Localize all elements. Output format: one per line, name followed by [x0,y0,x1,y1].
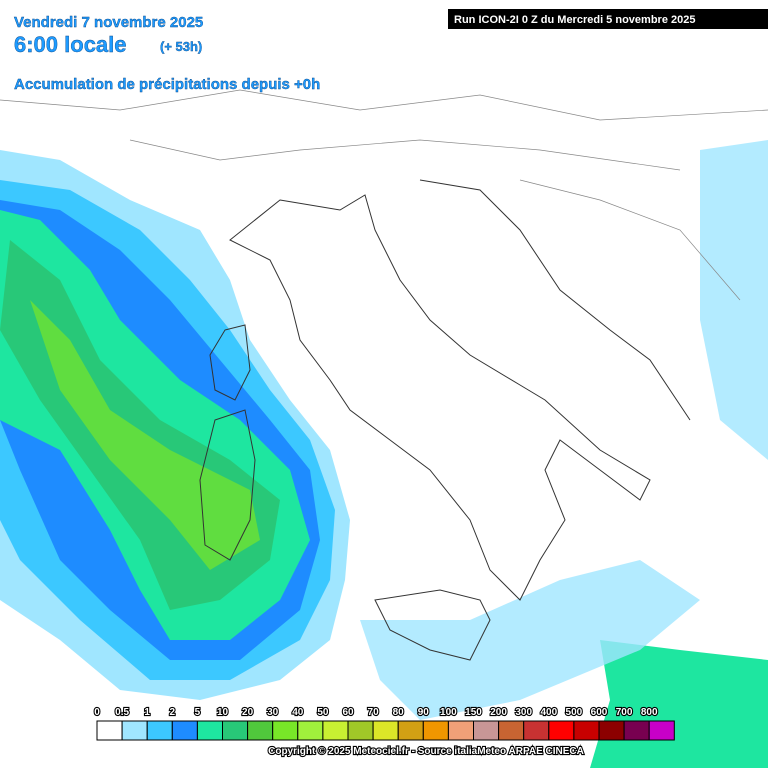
legend-swatch [447,720,474,741]
legend-swatch [121,720,148,741]
legend-label: 5 [195,707,201,718]
legend-swatch [598,720,625,741]
legend-swatch [272,720,299,741]
legend-label: 0.5 [115,707,129,718]
legend-label: 90 [418,707,430,718]
forecast-time: 6:00 locale [14,32,127,57]
legend-label: 150 [465,707,482,718]
legend-swatch [96,720,123,741]
legend-label: 400 [540,707,557,718]
legend-swatch [247,720,274,741]
legend-label: 0 [94,707,100,718]
legend-label: 600 [591,707,608,718]
precipitation-field [0,140,768,768]
legend-label: 50 [317,707,329,718]
legend-swatch [297,720,324,741]
legend-label: 700 [616,707,633,718]
legend-swatch [548,720,575,741]
legend-swatch [623,720,650,741]
legend-label: 30 [267,707,279,718]
legend-swatch [196,720,223,741]
legend: 0 0.5 1 2 5 10 20 30 40 50 60 70 80 90 100 150 200 300 400… [93,706,675,741]
legend-label: 10 [217,707,229,718]
legend-swatch [397,720,424,741]
legend-label: 40 [292,707,304,718]
legend-label: 300 [515,707,532,718]
legend-swatch [648,720,675,741]
copyright: Copyright © 2025 Meteociel.fr - Source i… [268,746,584,757]
legend-label: 60 [342,707,354,718]
borders [0,89,768,301]
legend-swatch [573,720,600,741]
legend-swatch [422,720,449,741]
coastlines [199,179,691,661]
legend-swatch [322,720,349,741]
legend-label: 500 [566,707,583,718]
legend-label: 70 [368,707,380,718]
legend-swatch [523,720,550,741]
legend-label: 800 [641,707,658,718]
legend-label: 2 [170,707,176,718]
legend-swatch [146,720,173,741]
legend-swatch [222,720,249,741]
forecast-date: Vendredi 7 novembre 2025 [14,14,203,31]
run-box [448,9,768,29]
legend-label: 200 [490,707,507,718]
legend-swatch [473,720,500,741]
legend-label: 20 [242,707,254,718]
legend-swatch [498,720,525,741]
product-title: Accumulation de précipitations depuis +0… [14,76,320,93]
legend-swatch [347,720,374,741]
legend-label: 80 [393,707,405,718]
legend-swatch [372,720,399,741]
run-info: Run ICON-2I 0 Z du Mercredi 5 novembre 2… [454,14,695,26]
legend-swatch [171,720,198,741]
legend-label: 1 [144,707,150,718]
legend-label: 100 [440,707,457,718]
lead-time: (+ 53h) [160,39,202,54]
